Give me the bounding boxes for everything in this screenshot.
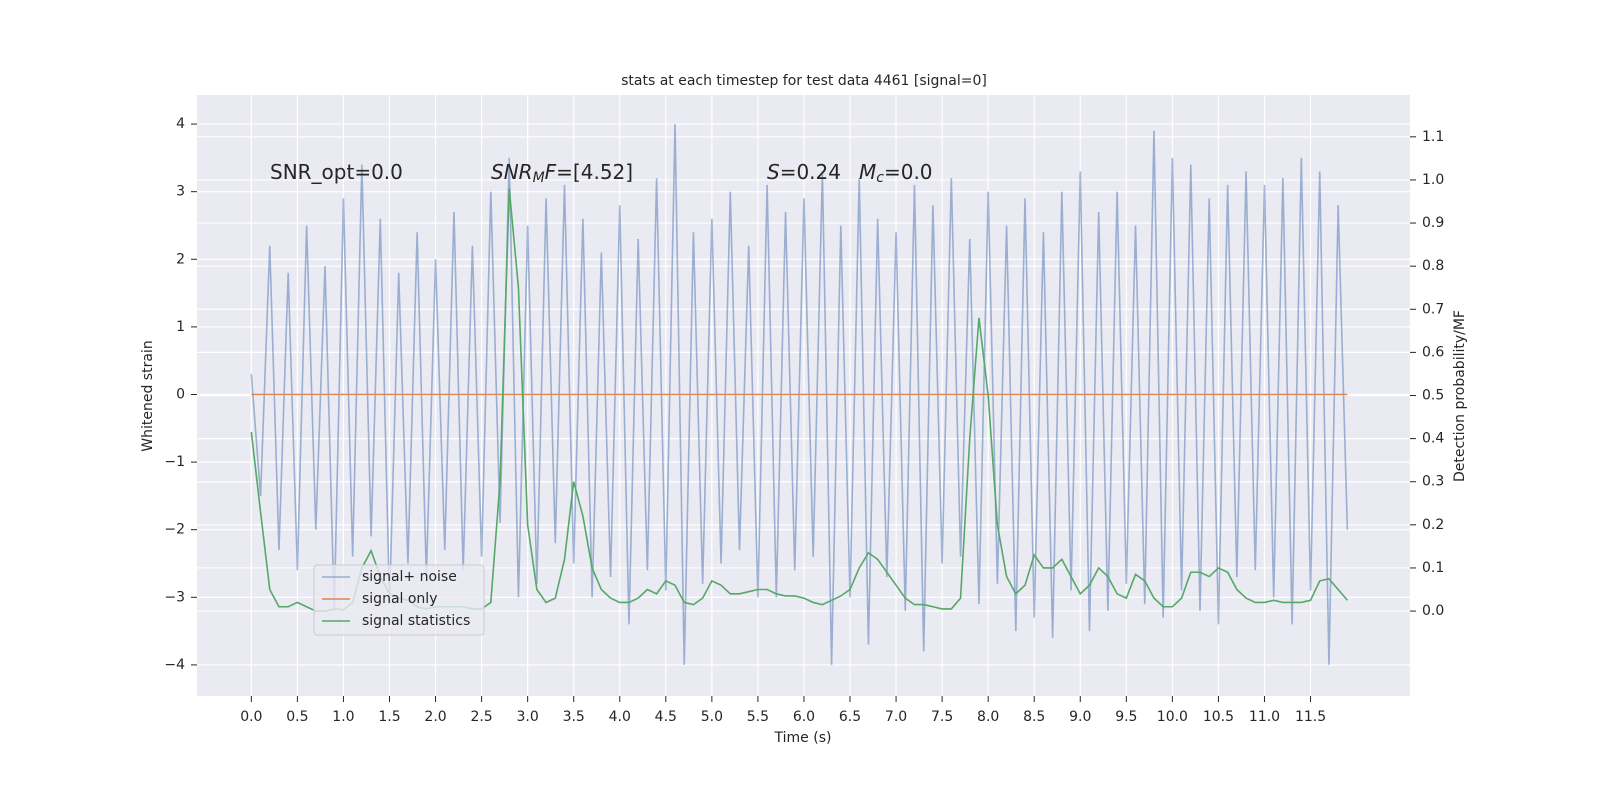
- y2-tick-label: 1.1: [1422, 129, 1444, 145]
- legend-label: signal+ noise: [362, 569, 457, 585]
- legend-label: signal statistics: [362, 613, 470, 629]
- y2-tick-label: 0.7: [1422, 301, 1444, 317]
- x-tick-label: 7.5: [931, 709, 953, 725]
- y-tick-label: 0: [176, 386, 185, 402]
- x-tick-label: 9.5: [1115, 709, 1137, 725]
- y-tick-label: −2: [164, 522, 185, 538]
- annotation-part: =0.24: [780, 160, 841, 184]
- annotation-part: c: [876, 170, 884, 186]
- x-tick-label: 5.5: [747, 709, 769, 725]
- x-tick-label: 1.0: [332, 709, 354, 725]
- chart-title: stats at each timestep for test data 446…: [621, 73, 987, 89]
- y-tick-label: 3: [176, 184, 185, 200]
- y2-tick-label: 0.4: [1422, 431, 1444, 447]
- x-tick-label: 1.5: [378, 709, 400, 725]
- y-axis-label: Whitened strain: [140, 340, 156, 451]
- annotation-part: =[4.52]: [556, 160, 633, 184]
- x-tick-label: 4.5: [655, 709, 677, 725]
- annotation-part: M: [859, 160, 876, 184]
- y-tick-label: 1: [176, 319, 185, 335]
- annotation-part: SNR_opt=0.0: [270, 160, 403, 184]
- x-tick-label: 0.0: [240, 709, 262, 725]
- annotation-part: F: [545, 160, 557, 184]
- x-tick-label: 3.5: [563, 709, 585, 725]
- x-tick-label: 6.0: [793, 709, 815, 725]
- x-tick-label: 2.5: [470, 709, 492, 725]
- y2-tick-label: 0.1: [1422, 560, 1444, 576]
- x-tick-label: 10.0: [1157, 709, 1188, 725]
- x-tick-label: 8.0: [977, 709, 999, 725]
- annotation: SNR_opt=0.0: [270, 160, 403, 184]
- y2-tick-label: 1.0: [1422, 172, 1444, 188]
- y2-tick-label: 0.8: [1422, 258, 1444, 274]
- x-tick-label: 6.5: [839, 709, 861, 725]
- y-tick-label: 2: [176, 251, 185, 267]
- annotation: S=0.24: [767, 160, 841, 184]
- x-tick-label: 5.0: [701, 709, 723, 725]
- x-tick-label: 3.0: [517, 709, 539, 725]
- legend-box: [313, 564, 485, 636]
- annotation: Mc=0.0: [859, 160, 933, 187]
- legend-label: signal only: [362, 591, 437, 607]
- annotation-part: S: [767, 160, 780, 184]
- y-tick-label: −1: [164, 454, 185, 470]
- y2-tick-label: 0.0: [1422, 603, 1444, 619]
- x-tick-label: 11.0: [1249, 709, 1280, 725]
- x-tick-label: 2.0: [424, 709, 446, 725]
- annotation-part: SNR: [491, 160, 533, 184]
- y2-tick-label: 0.5: [1422, 388, 1444, 404]
- x-tick-label: 0.5: [286, 709, 308, 725]
- y-tick-label: −4: [164, 657, 185, 673]
- y-tick-label: −3: [164, 589, 185, 605]
- x-tick-label: 9.0: [1069, 709, 1091, 725]
- x-tick-label: 4.0: [609, 709, 631, 725]
- series-line: [250, 124, 1349, 665]
- y2-tick-label: 0.3: [1422, 474, 1444, 490]
- annotation-part: M: [533, 170, 545, 186]
- y2-tick-label: 0.6: [1422, 344, 1444, 360]
- x-tick-label: 10.5: [1203, 709, 1234, 725]
- x-tick-label: 7.0: [885, 709, 907, 725]
- annotation: SNRMF=[4.52]: [491, 160, 633, 187]
- annotation-part: =0.0: [884, 160, 933, 184]
- x-axis-label: Time (s): [774, 730, 832, 746]
- y-tick-label: 4: [176, 116, 185, 132]
- x-tick-label: 8.5: [1023, 709, 1045, 725]
- y2-axis-label: Detection probability/MF: [1452, 310, 1468, 482]
- y2-tick-label: 0.2: [1422, 517, 1444, 533]
- x-tick-label: 11.5: [1295, 709, 1326, 725]
- y2-tick-label: 0.9: [1422, 215, 1444, 231]
